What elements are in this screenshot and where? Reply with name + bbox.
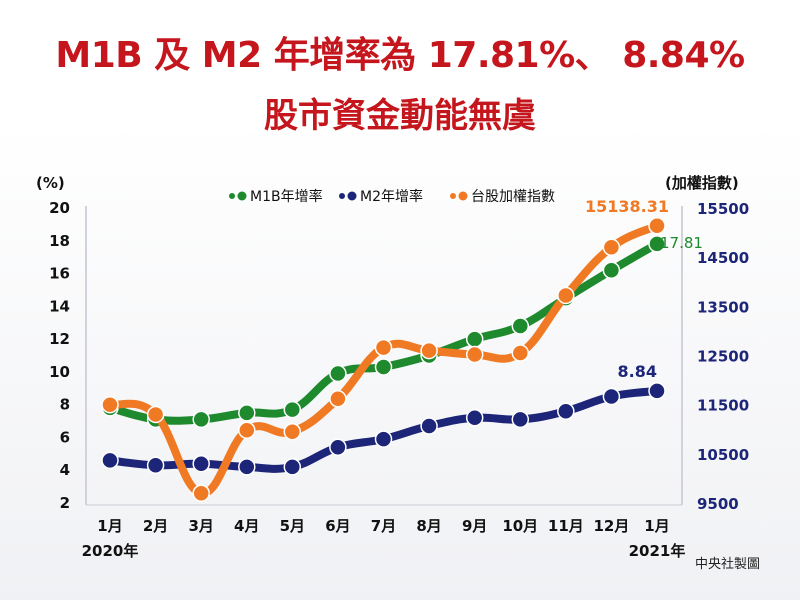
data-point-m2: [420, 417, 438, 435]
legend-swatch-m1b-dot: [237, 191, 247, 201]
legend: M1B年增率 M2年增率 台股加權指數: [229, 188, 555, 205]
legend-item-m1b: M1B年增率: [229, 188, 323, 205]
right-tick-label: 9500: [697, 495, 739, 513]
data-point-m2: [101, 451, 119, 470]
x-tick-label: 7月: [371, 517, 396, 535]
data-point-m1b: [329, 364, 347, 383]
legend-swatch-taiex: [450, 193, 456, 199]
data-point-m2: [511, 410, 530, 429]
end-label-m2: 8.84: [618, 362, 657, 381]
x-tick-label: 1月: [644, 517, 669, 535]
left-tick-label: 4: [60, 461, 70, 479]
data-point-taiex: [420, 341, 438, 360]
x-tick-label: 1月: [97, 517, 122, 535]
data-point-taiex: [511, 344, 530, 362]
left-tick-label: 16: [49, 265, 70, 283]
series-line-m2: [106, 386, 661, 473]
legend-label-m2: M2年增率: [360, 188, 423, 205]
data-point-taiex: [283, 422, 302, 441]
left-tick-label: 20: [49, 199, 70, 217]
series-m2: [101, 382, 666, 476]
data-point-taiex: [192, 484, 210, 502]
series-layer: [101, 217, 666, 502]
x-tick-label: 3月: [188, 517, 213, 535]
data-point-taiex: [101, 395, 119, 414]
data-point-m2: [283, 458, 302, 476]
left-axis-ticks: 2 4 6 8 10 12 14 16 18 20: [49, 199, 70, 512]
series-m1b: [101, 235, 666, 429]
data-point-m2: [557, 402, 575, 420]
data-point-taiex: [557, 286, 575, 305]
data-point-taiex: [329, 390, 347, 408]
right-tick-label: 11500: [697, 397, 749, 415]
right-tick-label: 13500: [697, 298, 749, 316]
left-tick-label: 2: [60, 494, 70, 512]
data-point-m1b: [648, 235, 666, 253]
data-point-taiex: [238, 421, 256, 439]
x-axis-ticks: 1月 2月 3月 4月 5月 6月 7月 8月 9月 10月 11月 12月 1月 2020年 2021年: [82, 517, 686, 560]
legend-swatch-m2-dot: [347, 191, 357, 201]
left-tick-label: 10: [49, 363, 70, 381]
chart-subtitle: 股市資金動能無虞: [264, 96, 536, 136]
right-tick-label: 14500: [697, 249, 749, 267]
data-point-m2: [192, 454, 210, 473]
data-point-m2: [648, 382, 666, 400]
x-tick-label: 5月: [280, 517, 305, 535]
data-point-taiex: [465, 345, 484, 364]
data-point-m2: [374, 430, 393, 448]
right-axis-title: (加權指數): [665, 174, 739, 192]
data-point-m2: [465, 409, 484, 427]
end-label-m1b: 17.81: [660, 234, 703, 252]
series-taiex: [101, 217, 666, 502]
x-tick-label: 11月: [548, 517, 584, 535]
legend-label-taiex: 台股加權指數: [471, 189, 555, 205]
data-point-m1b: [192, 410, 210, 429]
legend-item-m2: M2年增率: [339, 188, 423, 205]
credit-text: 中央社製圖: [694, 557, 760, 572]
x-tick-label: 8月: [416, 517, 441, 535]
data-point-m2: [146, 456, 165, 475]
end-labels: 17.81 8.84 15138.31: [585, 197, 703, 381]
chart-title: M1B 及 M2 年增率為 17.81%、 8.84%: [55, 35, 745, 76]
data-point-m2: [602, 387, 621, 406]
left-axis-title: (%): [36, 174, 65, 192]
left-tick-label: 18: [49, 232, 70, 250]
data-point-taiex: [374, 338, 393, 357]
data-point-m1b: [511, 317, 530, 335]
data-point-taiex: [602, 238, 621, 257]
legend-swatch-m2: [339, 193, 345, 199]
x-tick-label: 12月: [593, 517, 629, 535]
data-point-taiex: [648, 217, 666, 235]
x-tick-label: 6月: [325, 517, 350, 535]
end-label-taiex: 15138.31: [585, 197, 669, 216]
legend-label-m1b: M1B年增率: [250, 188, 323, 205]
data-point-m1b: [238, 404, 256, 422]
right-axis-ticks: 9500 10500 11500 12500 13500 14500 15500: [697, 200, 749, 513]
x-tick-label: 9月: [462, 517, 487, 535]
left-tick-label: 12: [49, 330, 70, 348]
data-point-m1b: [465, 330, 484, 348]
x-tick-label: 2月: [143, 517, 168, 535]
legend-swatch-taiex-dot: [458, 191, 468, 201]
data-point-taiex: [146, 405, 165, 424]
left-tick-label: 8: [60, 396, 70, 414]
data-point-m1b: [283, 400, 302, 419]
left-tick-label: 6: [60, 428, 70, 446]
right-tick-label: 15500: [697, 200, 749, 218]
x-tick-label: 4月: [234, 517, 259, 535]
data-point-m2: [329, 438, 347, 457]
right-tick-label: 12500: [697, 348, 749, 366]
series-line-m1b: [106, 239, 661, 425]
x-tick-label: 10月: [502, 517, 538, 535]
data-point-m1b: [602, 261, 621, 280]
right-tick-label: 10500: [697, 446, 749, 464]
data-point-m1b: [374, 358, 393, 376]
data-point-m2: [238, 458, 256, 476]
legend-swatch-m1b: [229, 193, 235, 199]
left-tick-label: 14: [49, 297, 70, 315]
year-label: 2021年: [629, 542, 686, 560]
legend-item-taiex: 台股加權指數: [450, 189, 555, 205]
year-label: 2020年: [82, 542, 139, 560]
